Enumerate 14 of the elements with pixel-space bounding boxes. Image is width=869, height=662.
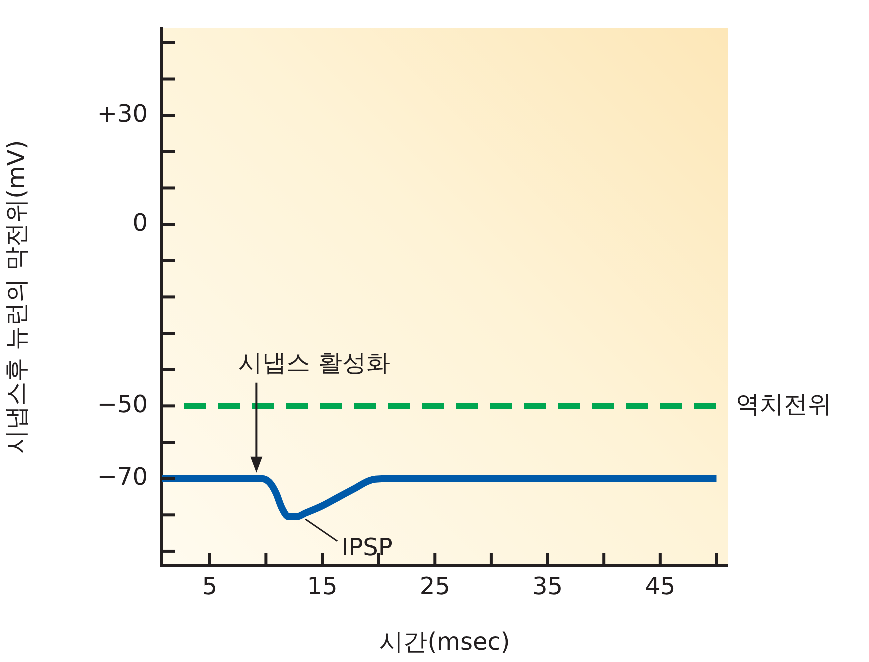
- x-tick-label: 35: [532, 572, 564, 601]
- y-tick-label: −50: [97, 390, 148, 418]
- x-axis-title: 시간(msec): [380, 628, 510, 656]
- ref-line-label: 역치전위: [736, 390, 832, 418]
- series-label: IPSP: [342, 534, 393, 562]
- x-tick-label: 25: [420, 572, 450, 601]
- y-tick-label: +30: [97, 100, 148, 128]
- annotation: 시냅스 활성화: [238, 349, 390, 378]
- x-tick-label: 5: [202, 572, 218, 601]
- y-tick-label: 0: [132, 208, 148, 237]
- y-axis-title: 시냅스후 뉴런의 막전위(mV): [2, 140, 31, 454]
- x-tick-label: 45: [645, 572, 676, 601]
- x-tick-label: 15: [307, 572, 338, 601]
- y-tick-label: −70: [97, 463, 148, 492]
